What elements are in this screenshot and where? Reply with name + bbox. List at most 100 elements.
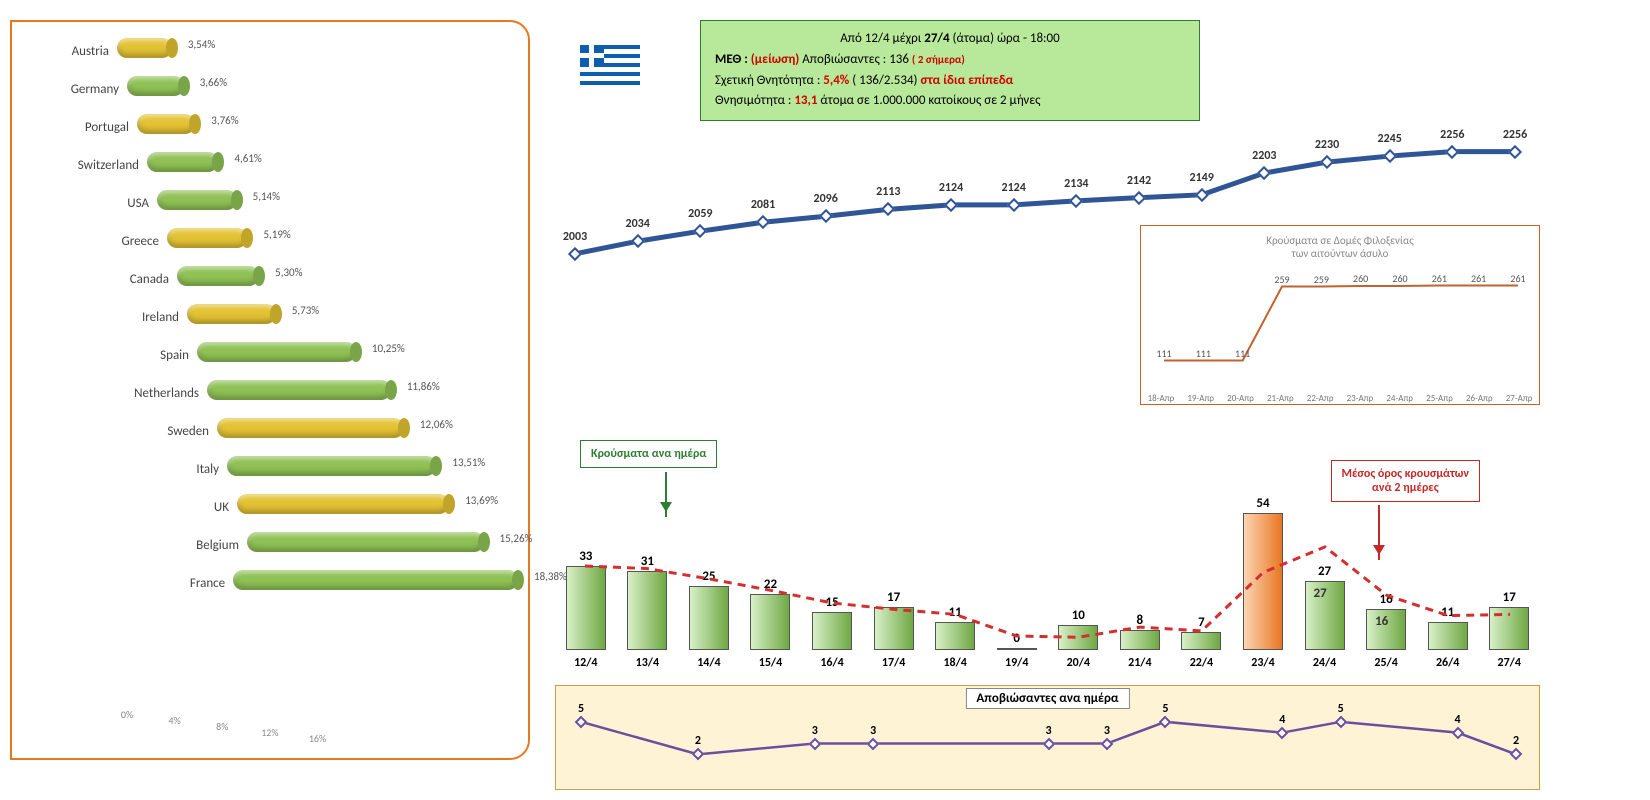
country-label: Netherlands	[112, 386, 207, 401]
daily-bar: 1625/416	[1365, 592, 1407, 650]
line-value-label: 2149	[1189, 171, 1213, 185]
asylum-inset-chart: Κρούσματα σε Δομές Φιλοξενίας των αιτούν…	[1140, 225, 1540, 405]
country-bar-value: 5,30%	[275, 266, 302, 279]
country-bar-value: 11,86%	[407, 380, 440, 393]
country-bar	[137, 114, 195, 134]
daily-bar: 1020/4	[1057, 608, 1099, 650]
daily-bar-chart: 3312/43113/42514/42215/41516/41717/41118…	[555, 490, 1540, 650]
country-row: France18,38%	[162, 564, 518, 602]
death-value-label: 3	[812, 724, 818, 738]
info-l4a: Θνησιμότητα :	[715, 93, 794, 108]
country-row: USA5,14%	[62, 184, 518, 222]
greece-flag-icon	[580, 45, 640, 85]
death-value-label: 2	[695, 734, 701, 748]
line-marker	[756, 215, 770, 229]
bar-date-label: 21/4	[1128, 656, 1151, 670]
line-value-label: 2124	[1001, 181, 1025, 195]
bar-date-label: 17/4	[882, 656, 905, 670]
bar-date-label: 16/4	[820, 656, 843, 670]
death-value-label: 4	[1279, 713, 1285, 727]
deaths-per-day-section: Αποβιώσαντες ανα ημέρα 52333354542	[555, 685, 1540, 790]
line-marker	[1257, 166, 1271, 180]
daily-bar: 019/4	[996, 631, 1038, 650]
info-l1c: (άτομα) ώρα - 18:00	[950, 31, 1060, 46]
country-x-axis: 0%4%8%12%16%	[127, 708, 508, 748]
country-bar	[247, 532, 484, 552]
country-label: Austria	[22, 44, 117, 59]
daily-bar: 5423/4	[1242, 496, 1284, 650]
country-bar	[237, 494, 449, 514]
info-l4b: 13,1	[794, 93, 817, 108]
country-label: Ireland	[92, 310, 187, 325]
line-value-label: 2142	[1127, 174, 1151, 188]
bar-date-label: 14/4	[697, 656, 720, 670]
line-value-label: 2256	[1503, 128, 1527, 142]
line-marker	[693, 224, 707, 238]
inset-value-label: 260	[1353, 272, 1368, 285]
info-l2a: ΜΕΘ :	[715, 52, 751, 67]
bar-date-label: 26/4	[1436, 656, 1459, 670]
line-marker	[631, 234, 645, 248]
country-bar-value: 3,66%	[200, 76, 227, 89]
line-marker	[944, 198, 958, 212]
country-label: Belgium	[152, 538, 247, 553]
country-bar	[117, 38, 172, 58]
daily-bar: 1118/4	[934, 605, 976, 650]
inset-value-label: 260	[1392, 272, 1407, 285]
line-marker	[568, 247, 582, 261]
country-label: Greece	[72, 234, 167, 249]
line-marker	[1508, 145, 1522, 159]
country-row: Portugal3,76%	[42, 108, 518, 146]
country-bar	[187, 304, 276, 324]
line-value-label: 2081	[751, 198, 775, 212]
line-value-label: 2256	[1440, 128, 1464, 142]
inset-value-label: 259	[1274, 273, 1289, 286]
line-marker	[881, 202, 895, 216]
country-bar-panel: Austria3,54%Germany3,66%Portugal3,76%Swi…	[10, 20, 530, 760]
country-row: UK13,69%	[142, 488, 518, 526]
death-marker	[1451, 726, 1464, 739]
bar-value-label: 16	[1380, 592, 1393, 607]
line-marker	[819, 209, 833, 223]
death-marker	[692, 748, 705, 761]
bar-value-label: 54	[1256, 496, 1269, 511]
country-bar	[167, 228, 247, 248]
bar-date-label: 27/4	[1498, 656, 1521, 670]
bar-date-label: 20/4	[1067, 656, 1090, 670]
country-row: Italy13,51%	[132, 450, 518, 488]
country-bar	[177, 266, 259, 286]
info-l1b: 27/4	[924, 31, 949, 46]
country-bar-value: 15,26%	[500, 532, 533, 545]
bar-value-label: 11	[1441, 605, 1454, 620]
inset-value-label: 261	[1510, 272, 1525, 285]
country-row: Sweden12,06%	[122, 412, 518, 450]
country-bar-value: 5,73%	[292, 304, 319, 317]
country-bar-value: 3,76%	[211, 114, 238, 127]
country-row: Spain10,25%	[102, 336, 518, 374]
country-row: Ireland 5,73%	[92, 298, 518, 336]
line-marker	[1195, 188, 1209, 202]
inset-value-label: 261	[1432, 272, 1447, 285]
country-bar-value: 13,69%	[465, 494, 498, 507]
daily-bar: 1727/4	[1488, 590, 1530, 650]
bar-value-label: 22	[764, 577, 777, 592]
country-bar	[217, 418, 404, 438]
bar-date-label: 23/4	[1251, 656, 1274, 670]
line-value-label: 2230	[1315, 138, 1339, 152]
daily-bar: 2215/4	[749, 577, 791, 650]
daily-bar: 2724/427	[1304, 564, 1346, 650]
country-bar-value: 3,54%	[188, 38, 215, 51]
country-bar-value: 13,51%	[452, 456, 485, 469]
bar-date-label: 19/4	[1005, 656, 1028, 670]
country-bar-value: 10,25%	[372, 342, 405, 355]
line-marker	[1132, 191, 1146, 205]
daily-bar: 3312/4	[565, 549, 607, 650]
line-marker	[1007, 198, 1021, 212]
bar-value-label: 0	[1013, 631, 1020, 646]
info-l3c: ( 136/2.534)	[849, 73, 920, 88]
bar-date-label: 15/4	[759, 656, 782, 670]
country-label: France	[162, 576, 233, 591]
daily-bar: 821/4	[1119, 613, 1161, 650]
daily-bar: 722/4	[1180, 615, 1222, 650]
line-marker	[1383, 149, 1397, 163]
